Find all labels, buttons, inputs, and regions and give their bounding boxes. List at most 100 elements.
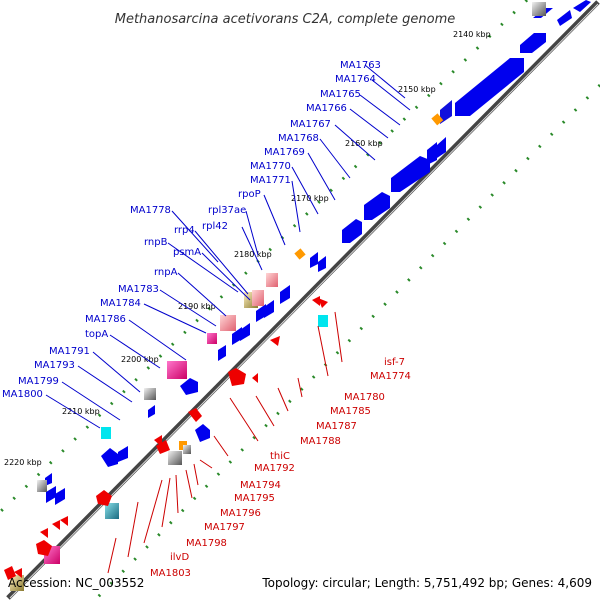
gene-label[interactable]: MA1793 [34,360,75,371]
label-connector [371,79,411,111]
gene-label[interactable]: rpl42 [202,221,228,232]
label-connector [185,469,193,499]
gene-label[interactable]: thiC [270,451,290,462]
gene-arrow [427,142,437,165]
label-connector [241,226,263,271]
gene-label[interactable]: rpoP [238,189,261,200]
label-connector [359,94,401,126]
gene-label[interactable]: MA1788 [300,436,341,447]
rna-features [10,2,546,591]
gene-arrow [188,408,202,422]
gene-arrow [264,300,274,318]
gene-label[interactable]: MA1780 [344,392,385,403]
label-connector [77,365,133,403]
forward-guide-rail [0,0,529,514]
gene-label[interactable]: MA1797 [204,522,245,533]
gene-label[interactable]: rnpA [154,267,178,278]
gene-label[interactable]: MA1770 [250,161,291,172]
gene-label[interactable]: MA1766 [306,103,347,114]
gene-label[interactable]: MA1763 [340,60,381,71]
gene-label[interactable]: MA1765 [320,89,361,100]
label-connector [201,252,251,301]
tick-label: 2220 kbp [4,458,42,467]
gene-arrow [232,327,242,345]
gene-label[interactable]: psmA [173,247,201,258]
gene-arrow [391,156,430,192]
gene-arrow [4,566,16,580]
reverse-guide-rail [93,83,600,600]
gene-arrow [14,568,22,578]
label-connector [364,64,406,99]
gene-label[interactable]: MA1796 [220,508,261,519]
label-connector [92,351,141,393]
tick-label: 2160 kbp [345,139,383,148]
label-connector [349,108,389,139]
gene-label[interactable]: MA1798 [186,538,227,549]
gene-label[interactable]: MA1784 [100,298,141,309]
label-connector [245,210,259,256]
label-connector [161,477,171,528]
label-connector [199,459,213,469]
gene-box [167,361,187,379]
gene-label[interactable]: MA1787 [316,421,357,432]
gene-arrow [310,252,318,268]
tick-label: 2180 kbp [234,250,272,259]
gene-arrow [46,486,56,503]
gene-label[interactable]: MA1792 [254,463,295,474]
gene-label[interactable]: MA1795 [234,493,275,504]
gene-label[interactable]: MA1785 [330,406,371,417]
gene-arrow [455,58,524,116]
gene-label[interactable]: rrp4 [174,225,195,236]
genome-summary: Topology: circular; Length: 5,751,492 bp… [261,576,592,590]
gene-box [207,333,217,344]
gene-arrow [156,440,170,454]
gene-arrow [180,378,198,395]
gene-box [318,315,328,327]
gene-label[interactable]: MA1764 [335,74,376,85]
gene-label[interactable]: MA1783 [118,284,159,295]
gene-label[interactable]: MA1803 [150,568,191,579]
gene-arrow [40,528,48,538]
kbp-tick-labels: 2140 kbp 2150 kbp 2160 kbp 2170 kbp 2180… [4,30,491,467]
gene-arrow [218,345,226,361]
gene-label[interactable]: ilvD [170,552,189,563]
gene-box [220,315,236,331]
gene-arrow [36,540,52,556]
gene-label[interactable]: rnpB [144,237,168,248]
gene-label[interactable]: MA1800 [2,389,43,400]
gene-arrow [270,336,280,346]
label-connector [177,272,227,317]
label-connector [213,435,229,457]
gene-label[interactable]: MA1786 [85,314,126,325]
gene-label[interactable]: MA1768 [278,133,319,144]
label-connector [167,242,239,293]
gene-label[interactable]: MA1774 [370,371,411,382]
label-connector [317,325,329,377]
gene-label[interactable]: MA1767 [290,119,331,130]
label-connector [297,377,303,398]
gene-label[interactable]: MA1771 [250,175,291,186]
gene-arrow [252,373,258,383]
gene-label[interactable]: isf-7 [384,357,405,368]
gene-label[interactable]: rpl37ae [208,205,246,216]
gene-label[interactable]: MA1794 [240,480,281,491]
label-connector [291,166,319,215]
gene-arrow [280,285,290,304]
gene-label[interactable]: topA [85,329,108,340]
label-connector [334,124,376,161]
tick-label: 2210 kbp [62,407,100,416]
label-connector [143,479,163,544]
label-connector [291,180,301,233]
gene-box [294,248,306,260]
gene-label[interactable]: MA1769 [264,147,305,158]
gene-arrow [437,137,446,158]
reverse-gene-labels: isf-7MA1774MA1780MA1785MA1787MA1788thiCM… [150,357,411,579]
gene-label[interactable]: MA1778 [130,205,171,216]
label-connector [175,474,179,514]
tick-label: 2140 kbp [453,30,491,39]
label-connector [159,289,217,327]
gene-label[interactable]: MA1799 [18,376,59,387]
label-connector [61,381,121,421]
gene-label[interactable]: MA1791 [49,346,90,357]
